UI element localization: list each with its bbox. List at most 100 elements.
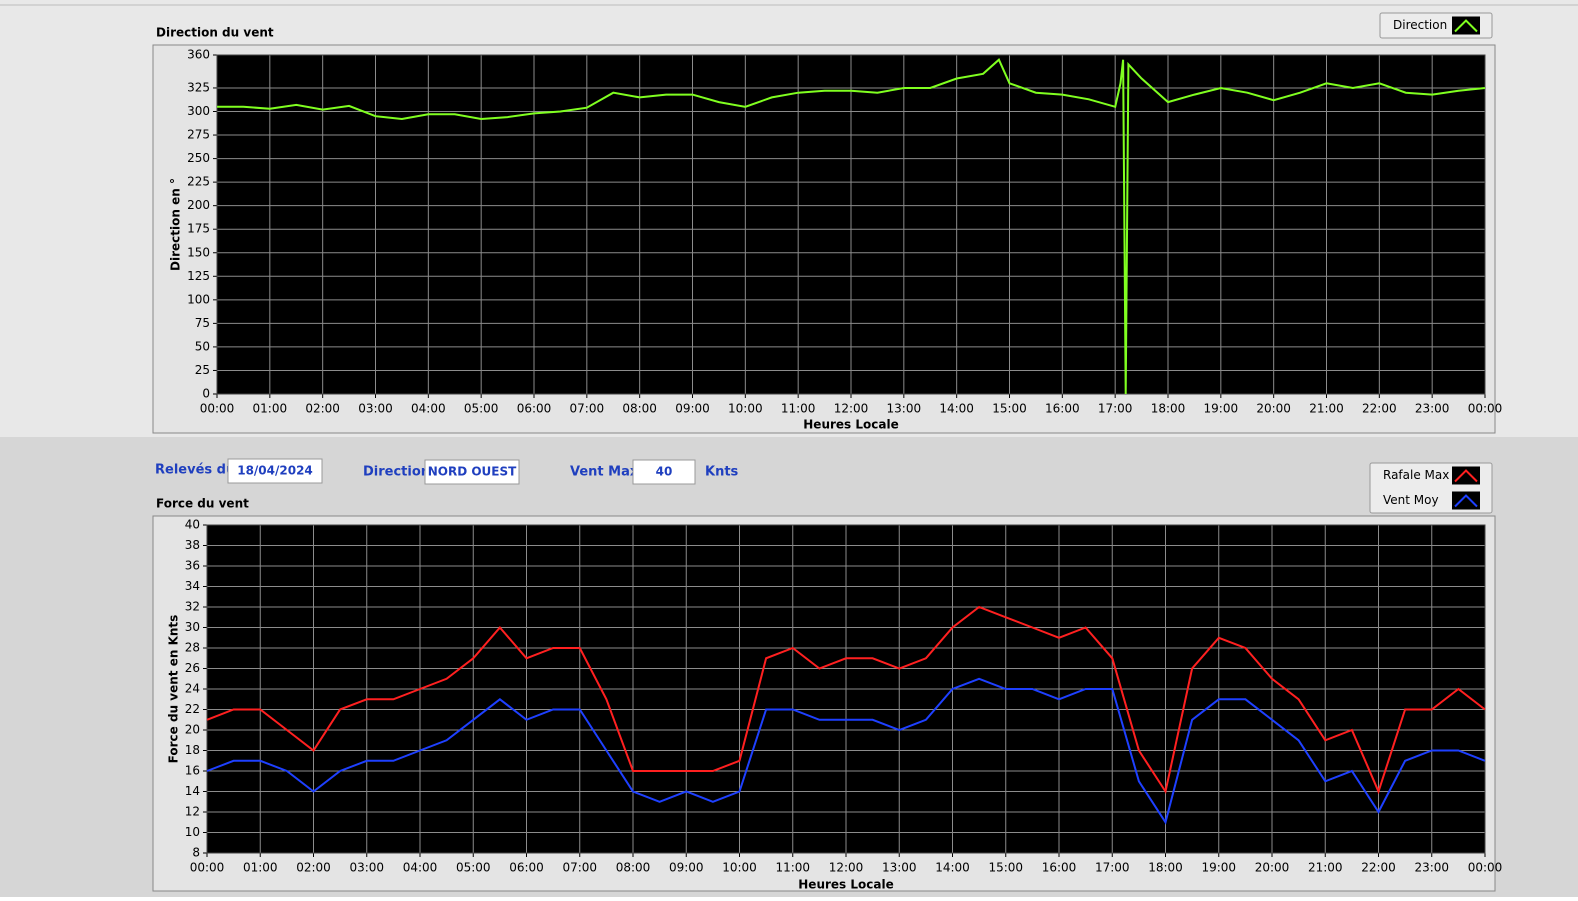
y-tick-label: 34	[185, 579, 200, 593]
y-tick-label: 24	[185, 682, 200, 696]
y-tick-label: 225	[187, 175, 210, 189]
y-axis-label: Force du vent en Knts	[167, 615, 181, 764]
x-tick-label: 10:00	[722, 861, 757, 875]
y-tick-label: 16	[185, 764, 200, 778]
x-tick-label: 14:00	[935, 861, 970, 875]
y-tick-label: 10	[185, 825, 200, 839]
y-tick-label: 32	[185, 600, 200, 614]
x-tick-label: 17:00	[1098, 402, 1133, 416]
y-tick-label: 175	[187, 222, 210, 236]
direction-value: NORD OUEST	[428, 465, 517, 479]
y-tick-label: 28	[185, 641, 200, 655]
chart-title: Force du vent	[156, 497, 249, 511]
legend-swatch	[1452, 491, 1480, 510]
y-tick-label: 36	[185, 559, 200, 573]
x-tick-label: 13:00	[887, 402, 922, 416]
x-tick-label: 07:00	[562, 861, 597, 875]
x-tick-label: 15:00	[988, 861, 1023, 875]
x-tick-label: 02:00	[305, 402, 340, 416]
max-label: Vent Max	[570, 465, 639, 480]
y-tick-label: 26	[185, 661, 200, 675]
plot-border	[216, 54, 1486, 395]
y-tick-label: 12	[185, 805, 200, 819]
x-axis-label: Heures Locale	[798, 878, 893, 892]
chart-title: Direction du vent	[156, 26, 274, 40]
y-tick-label: 75	[195, 316, 210, 330]
x-tick-label: 19:00	[1204, 402, 1239, 416]
x-tick-label: 11:00	[775, 861, 810, 875]
date-value: 18/04/2024	[237, 464, 313, 478]
legend-swatch	[1452, 16, 1480, 35]
y-tick-label: 200	[187, 198, 210, 212]
legend-swatch	[1452, 466, 1480, 485]
date-label: Relevés du	[155, 463, 235, 478]
data-line	[217, 58, 1486, 395]
direction-label: Direction	[363, 465, 430, 480]
x-tick-label: 22:00	[1361, 861, 1396, 875]
plot-border	[206, 524, 1486, 854]
x-tick-label: 08:00	[616, 861, 651, 875]
y-tick-label: 325	[187, 80, 210, 94]
y-tick-label: 38	[185, 538, 200, 552]
x-tick-label: 18:00	[1151, 402, 1186, 416]
y-tick-label: 25	[195, 363, 210, 377]
y-tick-label: 0	[202, 387, 210, 401]
x-tick-label: 22:00	[1362, 402, 1397, 416]
y-tick-label: 14	[185, 784, 200, 798]
x-tick-label: 20:00	[1255, 861, 1290, 875]
x-tick-label: 17:00	[1095, 861, 1130, 875]
y-tick-label: 8	[192, 846, 200, 860]
x-tick-label: 10:00	[728, 402, 763, 416]
legend-icon	[1454, 19, 1478, 33]
x-tick-label: 11:00	[781, 402, 816, 416]
x-tick-label: 05:00	[456, 861, 491, 875]
x-tick-label: 21:00	[1308, 861, 1343, 875]
x-tick-label: 07:00	[570, 402, 605, 416]
x-tick-label: 00:00	[200, 402, 235, 416]
date-field[interactable]	[227, 458, 323, 484]
x-tick-label: 00:00	[1468, 402, 1503, 416]
x-tick-label: 20:00	[1256, 402, 1291, 416]
x-tick-label: 02:00	[296, 861, 331, 875]
data-line	[206, 677, 1486, 825]
x-tick-label: 03:00	[349, 861, 384, 875]
direction-field[interactable]	[424, 459, 520, 485]
legend-icon	[1454, 494, 1478, 508]
legend-label: Rafale Max	[1383, 468, 1449, 482]
x-tick-label: 01:00	[253, 402, 288, 416]
y-tick-label: 275	[187, 128, 210, 142]
x-tick-label: 09:00	[675, 402, 710, 416]
x-tick-label: 03:00	[358, 402, 393, 416]
legend-label: Direction	[1393, 18, 1447, 32]
y-tick-label: 50	[195, 339, 210, 353]
y-axis-label: Direction en °	[169, 178, 183, 271]
y-tick-label: 22	[185, 702, 200, 716]
y-tick-label: 40	[185, 518, 200, 532]
max-value: 40	[656, 465, 673, 479]
x-tick-label: 12:00	[829, 861, 864, 875]
x-tick-label: 15:00	[992, 402, 1027, 416]
y-tick-label: 360	[187, 48, 210, 62]
y-tick-label: 150	[187, 245, 210, 259]
legend-icon	[1454, 469, 1478, 483]
max-field[interactable]	[632, 459, 696, 485]
x-tick-label: 16:00	[1045, 402, 1080, 416]
x-tick-label: 04:00	[411, 402, 446, 416]
x-tick-label: 00:00	[190, 861, 225, 875]
x-tick-label: 09:00	[669, 861, 704, 875]
x-tick-label: 00:00	[1468, 861, 1503, 875]
y-tick-label: 300	[187, 104, 210, 118]
x-tick-label: 16:00	[1042, 861, 1077, 875]
y-tick-label: 100	[187, 292, 210, 306]
x-axis-label: Heures Locale	[803, 418, 898, 432]
y-tick-label: 125	[187, 269, 210, 283]
y-tick-label: 30	[185, 620, 200, 634]
x-tick-label: 14:00	[939, 402, 974, 416]
data-line	[206, 605, 1486, 795]
x-tick-label: 12:00	[834, 402, 869, 416]
x-tick-label: 08:00	[622, 402, 657, 416]
unit-label: Knts	[705, 465, 739, 480]
x-tick-label: 19:00	[1201, 861, 1236, 875]
